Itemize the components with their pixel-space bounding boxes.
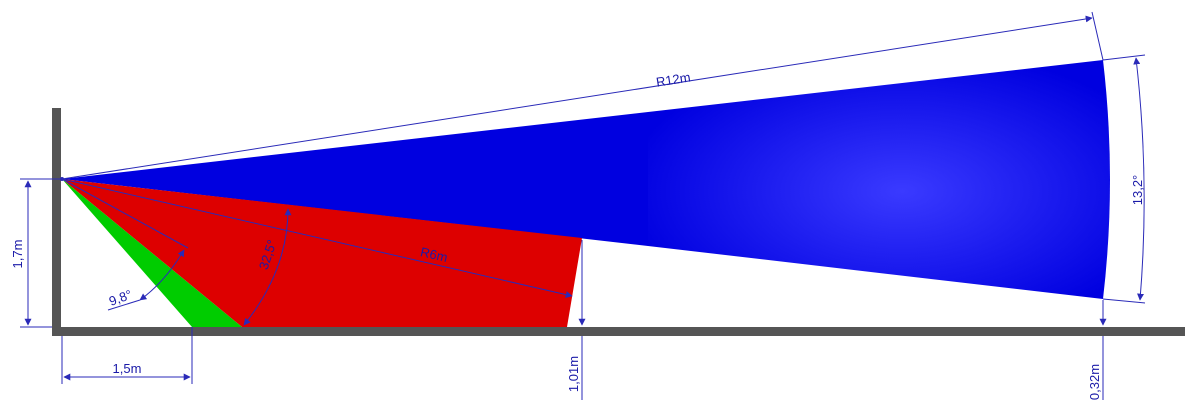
far-detection-zone [62, 112, 648, 246]
wall [52, 108, 61, 336]
near-distance-label: 1,5m [113, 361, 142, 376]
far-radius-label: R12m [655, 69, 692, 89]
floor [52, 327, 1185, 336]
far-angle-label: 13,2° [1130, 175, 1145, 206]
mid-end-height-dimension: 1,01m [566, 240, 586, 400]
near-angle-dimension: 9,8° [61, 178, 189, 311]
far-detection-zone-end [648, 60, 1110, 299]
near-distance-dimension: 1,5m [61, 327, 193, 384]
mid-radius-label: R6m [419, 244, 449, 265]
mount-height-label: 1,7m [10, 240, 25, 269]
far-angle-dimension: 13,2° [1102, 54, 1146, 304]
mid-detection-zone [62, 179, 582, 327]
far-end-height-dimension: 0,32m [1087, 300, 1107, 400]
mount-height-dimension: 1,7m [10, 178, 62, 328]
far-radius-dimension: R12m [61, 11, 1104, 180]
near-angle-label: 9,8° [107, 287, 134, 309]
mid-end-height-label: 1,01m [566, 356, 581, 392]
far-end-height-label: 0,32m [1087, 364, 1102, 400]
mid-radius-dimension: R6m [61, 178, 573, 299]
